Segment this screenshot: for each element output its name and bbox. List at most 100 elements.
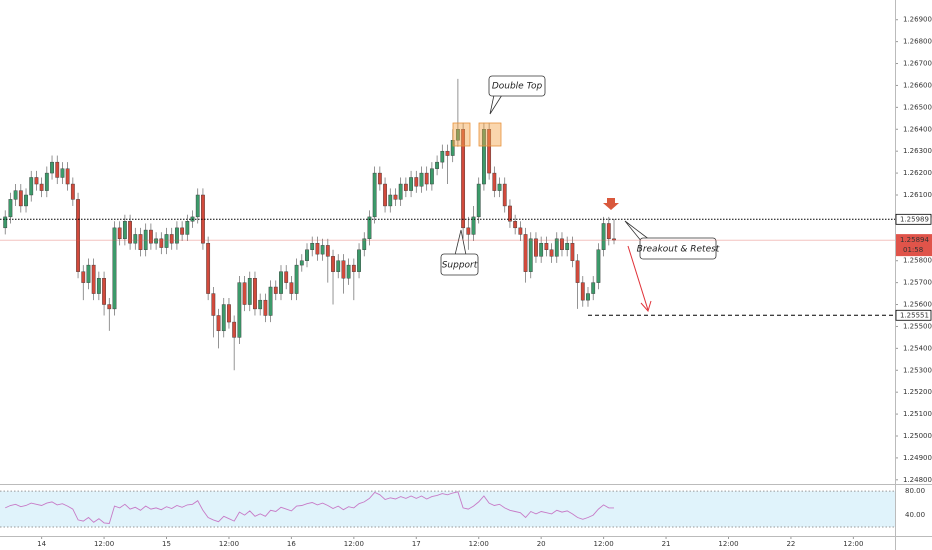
candle-body xyxy=(50,161,54,174)
candle-body xyxy=(289,282,294,294)
candle-body xyxy=(294,264,299,294)
candle-body xyxy=(357,249,361,272)
candle-body xyxy=(429,168,434,185)
x-tick-label: 21 xyxy=(662,540,671,548)
candle-body xyxy=(580,282,585,301)
candle-body xyxy=(424,172,429,185)
candle-body xyxy=(3,216,8,229)
rsi-line xyxy=(5,491,614,524)
last-price-box xyxy=(896,234,932,257)
candle-body xyxy=(70,183,75,200)
y-tick-label: 1.24900 xyxy=(903,454,932,462)
candle-body xyxy=(96,278,101,294)
x-tick-label: 20 xyxy=(537,540,546,548)
y-tick-label: 1.25500 xyxy=(903,322,932,330)
candle-body xyxy=(284,271,289,283)
candle-body xyxy=(60,168,65,178)
candle-body xyxy=(341,260,346,279)
candle-body xyxy=(55,161,60,178)
candle-body xyxy=(112,227,117,310)
candle-body xyxy=(273,286,278,294)
candle-body xyxy=(122,221,127,240)
candle-body xyxy=(159,238,164,248)
candle-body xyxy=(528,238,533,272)
candle-body xyxy=(440,150,445,163)
projection-arrow xyxy=(627,245,649,311)
y-tick-label: 1.26700 xyxy=(903,60,932,68)
candle-body xyxy=(461,129,466,229)
candle-body xyxy=(180,227,185,235)
candle-body xyxy=(502,183,507,207)
candle-body xyxy=(586,293,590,301)
candle-body xyxy=(513,221,518,229)
x-tick-label: 12:00 xyxy=(594,540,614,548)
level-label: 1.25551 xyxy=(900,311,929,319)
y-tick-label: 1.26500 xyxy=(903,103,932,111)
candle-body xyxy=(13,190,18,200)
candle-body xyxy=(81,271,86,283)
overlay: 1.25989 1.25551 1.25894 01:58 80.00 40.00 xyxy=(0,213,932,528)
candle-body xyxy=(435,161,439,169)
last-price-label: 1.25894 xyxy=(900,236,929,244)
candle-body xyxy=(331,256,335,272)
y-tick-label: 1.25400 xyxy=(903,344,932,352)
candle-body xyxy=(221,304,226,332)
candle-body xyxy=(279,271,283,294)
candle-body xyxy=(29,177,34,196)
candle-body xyxy=(34,177,39,185)
candle-body xyxy=(44,172,49,191)
candle-body xyxy=(227,304,231,323)
candle-body xyxy=(534,238,538,257)
arrow-head xyxy=(640,300,652,313)
candle-body xyxy=(154,238,159,244)
candle-body xyxy=(76,199,80,272)
y-tick-label: 1.26100 xyxy=(903,191,932,199)
level-label: 1.25989 xyxy=(900,215,929,223)
candle-body xyxy=(596,249,601,283)
candle-body xyxy=(169,234,174,244)
callout-box xyxy=(488,75,546,97)
candle-body xyxy=(539,242,544,257)
candles xyxy=(3,78,616,371)
x-tick-label: 12:00 xyxy=(344,540,364,548)
candle-body xyxy=(487,129,492,174)
candle-body xyxy=(409,177,413,191)
y-tick-label: 1.26800 xyxy=(903,38,932,46)
candle-body xyxy=(565,242,570,250)
candle-body xyxy=(388,194,393,207)
annotation: Breakout & Retest xyxy=(637,245,720,255)
candle-body xyxy=(456,129,460,141)
candle-body xyxy=(102,278,106,305)
candle-body xyxy=(383,183,387,207)
y-tick-label: 1.26400 xyxy=(903,125,932,133)
candle-body xyxy=(195,194,200,218)
candle-body xyxy=(128,221,132,244)
candle-body xyxy=(216,315,221,332)
candle-body xyxy=(175,227,179,244)
x-tick-label: 12:00 xyxy=(469,540,489,548)
candle-body xyxy=(403,183,408,191)
candle-body xyxy=(305,249,309,261)
x-tick-label: 12:00 xyxy=(843,540,863,548)
x-tick-label: 12:00 xyxy=(94,540,114,548)
candle-body xyxy=(18,190,23,207)
candle-body xyxy=(206,242,211,294)
y-tick-label: 1.26200 xyxy=(903,169,932,177)
rsi-band xyxy=(0,491,895,528)
candle-body xyxy=(346,264,351,279)
candle-body xyxy=(336,260,341,272)
arrow-down-marker xyxy=(603,198,619,210)
candle-body xyxy=(367,216,372,240)
candle-body xyxy=(377,172,382,185)
annotation: Support xyxy=(442,261,478,271)
y-tick-label: 1.26600 xyxy=(903,81,932,89)
y-tick-label: 1.25300 xyxy=(903,366,932,374)
y-tick-label: 1.26900 xyxy=(903,16,932,24)
candle-body xyxy=(258,299,263,310)
callout-pointer xyxy=(624,220,651,243)
y-tick-label: 1.25200 xyxy=(903,388,932,396)
candle-body xyxy=(299,260,304,266)
y-tick-label: 1.25600 xyxy=(903,301,932,309)
candle-body xyxy=(575,260,580,283)
candle-body xyxy=(24,194,28,207)
